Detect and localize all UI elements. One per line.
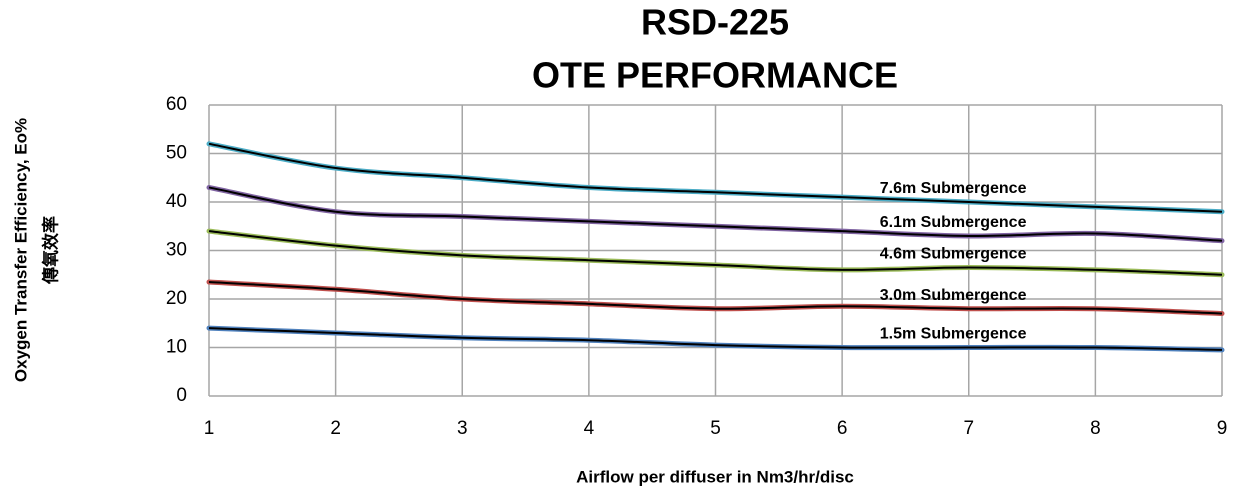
trend-line (208, 327, 1223, 351)
x-tick-label: 4 (584, 418, 595, 439)
y-axis-label: 傳氧效率 (40, 216, 60, 285)
chart-title: RSD-225 (641, 2, 789, 43)
series-label: 3.0m Submergence (880, 287, 1027, 304)
y-tick-label: 60 (166, 94, 187, 115)
trend-line (208, 230, 1223, 276)
x-tick-label: 1 (204, 418, 215, 439)
trend-line (208, 142, 1223, 213)
x-tick-label: 2 (330, 418, 341, 439)
chart-subtitle: OTE PERFORMANCE (532, 55, 898, 96)
y-tick-label: 10 (166, 337, 187, 358)
series-label: 7.6m Submergence (880, 180, 1027, 197)
x-tick-label: 7 (963, 418, 974, 439)
x-tick-label: 8 (1090, 418, 1101, 439)
y-tick-label: 40 (166, 191, 187, 212)
x-tick-label: 9 (1217, 418, 1228, 439)
y-tick-label: 30 (166, 240, 187, 261)
y-tick-label: 20 (166, 288, 187, 309)
y-axis-label: Oxygen Transfer Efficiency, Eo% (11, 118, 30, 382)
trend-line (208, 281, 1223, 315)
series-label: 6.1m Submergence (880, 214, 1027, 231)
x-tick-label: 5 (710, 418, 721, 439)
series-label: 1.5m Submergence (880, 326, 1027, 343)
y-tick-label: 0 (176, 385, 187, 406)
x-tick-label: 6 (837, 418, 848, 439)
x-axis-label: Airflow per diffuser in Nm3/hr/disc (576, 467, 854, 486)
trend-line (208, 186, 1223, 242)
x-tick-label: 3 (457, 418, 468, 439)
series-label: 4.6m Submergence (880, 246, 1027, 263)
y-tick-label: 50 (166, 143, 187, 164)
